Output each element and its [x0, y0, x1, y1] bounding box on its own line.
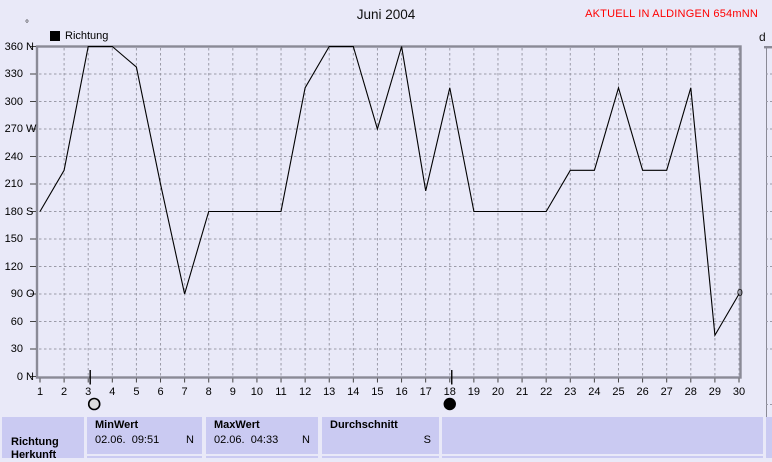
y-tick-label: 330 — [4, 68, 23, 80]
x-tick-label: 8 — [205, 386, 212, 398]
x-tick-label: 16 — [395, 386, 408, 398]
x-tick-label: 13 — [323, 386, 336, 398]
x-tick-label: 19 — [467, 386, 481, 398]
chart-legend: Richtung — [50, 30, 108, 42]
table-row2-strip — [442, 456, 763, 458]
minwert-direction: N — [186, 434, 194, 446]
x-tick-label: 28 — [684, 386, 697, 398]
y-tick-label: 240 — [4, 150, 23, 163]
clipped-next-chart-zero-label: 0 — [737, 287, 743, 299]
y-tick-label: 270 W — [4, 123, 37, 135]
x-tick-label: 22 — [540, 386, 553, 398]
x-tick-label: 26 — [636, 386, 649, 398]
maxwert-value: 02.06. 04:33 — [214, 434, 279, 446]
table-cell-empty — [442, 417, 763, 454]
y-tick-label: 210 — [4, 178, 23, 190]
x-tick-label: 27 — [660, 386, 673, 398]
x-tick-label: 17 — [419, 386, 432, 398]
y-tick-label: 60 — [10, 315, 23, 328]
y-tick-label: 30 — [10, 343, 23, 355]
table-cell-sensor: Richtung Herkunft — [2, 417, 84, 461]
table-cell-clipped-fragment — [766, 417, 772, 458]
maxwert-header: MaxWert — [214, 419, 260, 431]
y-tick-label: 360 N — [4, 40, 34, 53]
x-tick-label: 11 — [275, 386, 287, 398]
x-tick-label: 23 — [564, 386, 577, 398]
x-tick-label: 3 — [85, 386, 92, 398]
x-tick-label: 29 — [708, 386, 722, 398]
x-tick-label: 14 — [347, 386, 360, 398]
x-tick-label: 30 — [732, 386, 746, 398]
x-tick-label: 5 — [133, 386, 140, 398]
y-tick-label: 300 — [4, 95, 23, 108]
clipped-next-chart-label: d — [759, 30, 766, 44]
durchschnitt-header: Durchschnitt — [330, 419, 398, 431]
x-tick-label: 15 — [371, 386, 384, 398]
y-axis-unit-label: ° — [25, 19, 29, 30]
x-tick-label: 21 — [515, 386, 529, 398]
x-tick-label: 2 — [61, 386, 68, 398]
page-title: Juni 2004 — [356, 7, 416, 22]
legend-label: Richtung — [65, 30, 109, 42]
x-tick-label: 12 — [298, 386, 312, 398]
table-cell-maxwert: MaxWert 02.06. 04:33 N — [206, 417, 318, 454]
sensor-label: Richtung — [11, 436, 59, 448]
y-tick-label: 120 — [4, 260, 23, 273]
y-tick-label: 180 S — [4, 205, 34, 218]
durchschnitt-direction: S — [423, 434, 431, 446]
minwert-header: MinWert — [95, 419, 139, 431]
table-cell-durchschnitt: Durchschnitt S — [322, 417, 439, 454]
x-tick-label: 9 — [229, 386, 236, 398]
maxwert-direction: N — [302, 434, 310, 446]
table-cell-minwert: MinWert 02.06. 09:51 N — [87, 417, 202, 454]
x-tick-label: 4 — [109, 386, 116, 398]
x-tick-label: 10 — [250, 386, 264, 398]
table-row2-strip — [206, 456, 318, 458]
x-tick-label: 1 — [36, 386, 44, 398]
x-tick-label: 6 — [157, 386, 164, 398]
y-tick-label: 90 O — [10, 288, 35, 300]
minwert-value: 02.06. 09:51 — [95, 434, 160, 446]
table-row2-strip — [87, 456, 202, 458]
x-tick-label: 18 — [443, 386, 456, 398]
x-tick-label: 7 — [181, 386, 188, 398]
sensor-label-line2-clipped: Herkunft — [11, 449, 57, 461]
status-label: AKTUELL IN ALDINGEN 654mNN — [585, 8, 758, 20]
x-tick-label: 20 — [491, 386, 505, 398]
table-row2-strip — [322, 456, 439, 458]
x-tick-label: 25 — [612, 386, 625, 398]
y-tick-label: 150 — [4, 233, 23, 245]
legend-swatch-icon — [50, 31, 60, 41]
x-tick-label: 24 — [588, 386, 601, 398]
